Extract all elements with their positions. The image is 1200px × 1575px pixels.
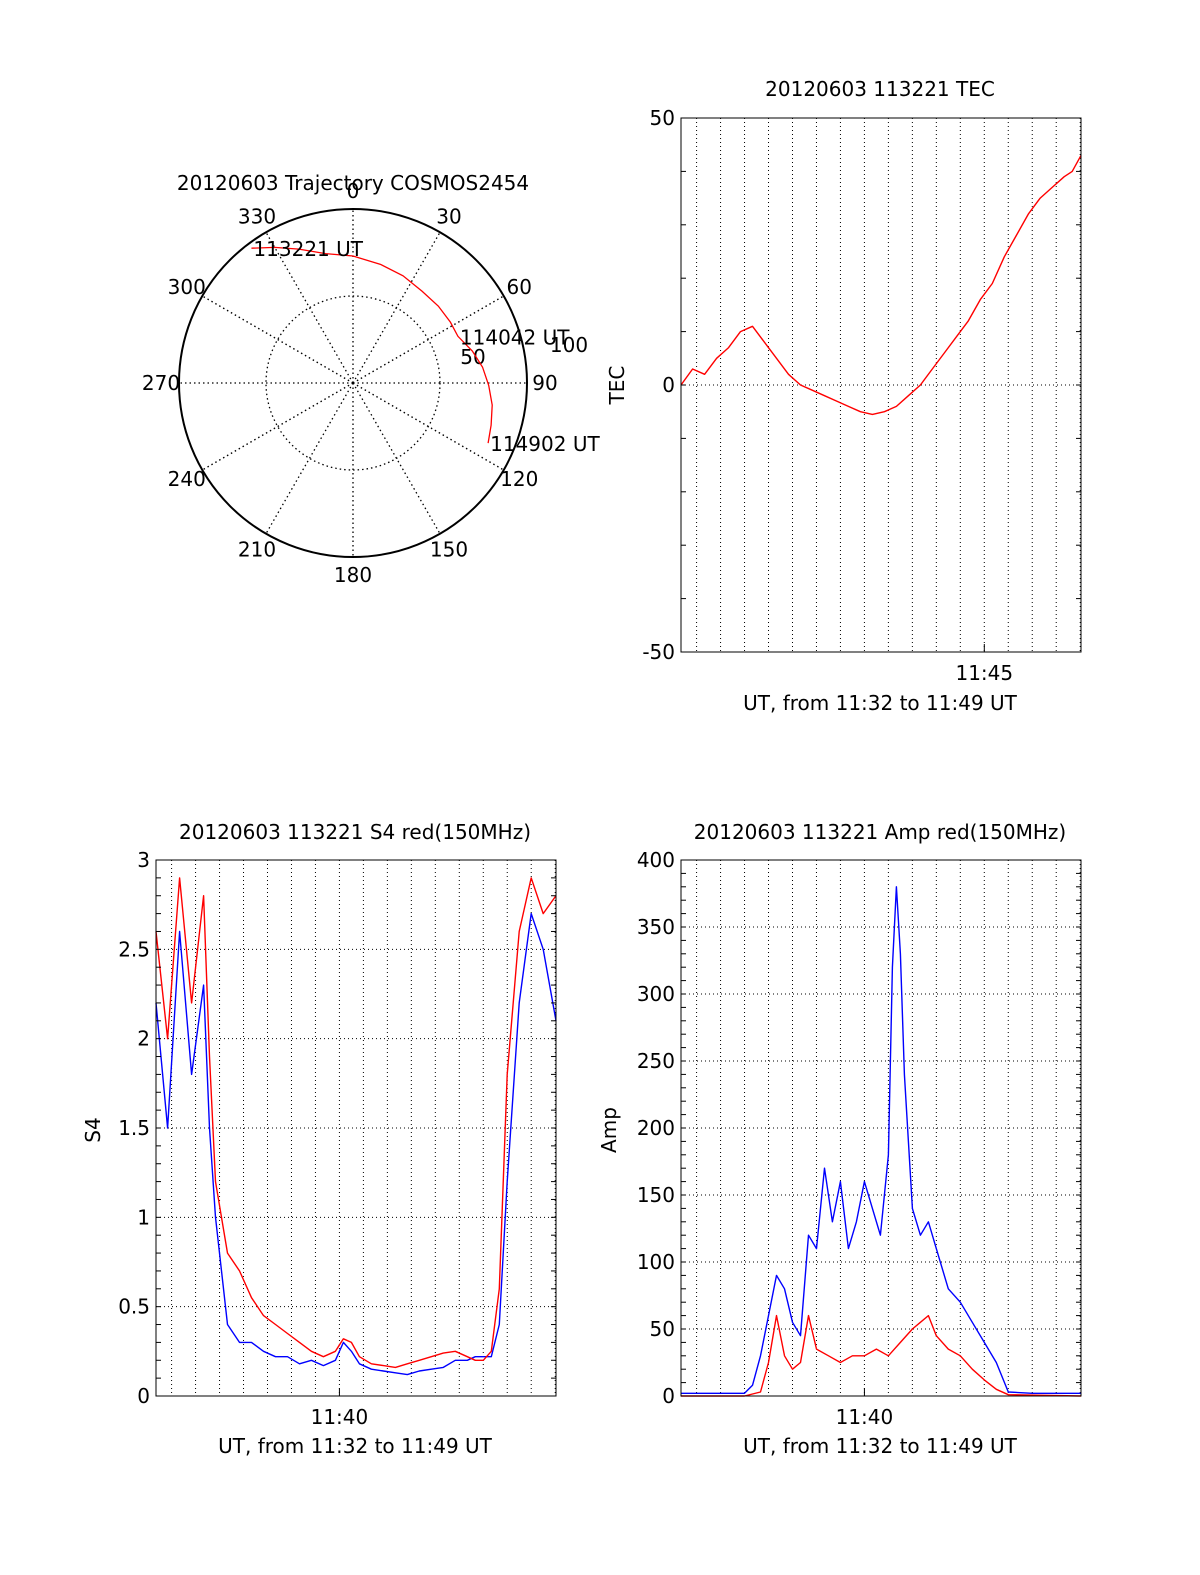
tec-plot: 20120603 113221 TEC UT, from 11:32 to 11…	[605, 77, 1082, 715]
x-tick-label: 11:40	[311, 1405, 369, 1429]
polar-angle-label: 0	[347, 179, 360, 203]
y-tick-label: 0	[662, 373, 675, 397]
s4-ylabel: S4	[81, 1117, 105, 1142]
y-tick-label: 50	[650, 106, 675, 130]
x-tick-label: 11:45	[955, 661, 1013, 685]
series-line-blue	[681, 886, 1081, 1395]
polar-angle-label: 150	[430, 537, 468, 561]
y-tick-label: 300	[637, 982, 675, 1006]
trajectory-track: 113221 UT 114042 UT 114902 UT	[251, 237, 600, 456]
series-line-red	[155, 877, 557, 1369]
y-tick-label: 200	[637, 1116, 675, 1140]
polar-angle-label: 60	[507, 275, 532, 299]
polar-grid	[178, 208, 528, 558]
polar-spoke	[201, 382, 354, 471]
trajectory-time-label: 114042 UT	[460, 325, 570, 349]
polar-angle-label: 210	[238, 537, 276, 561]
y-tick-label: 0	[137, 1384, 150, 1408]
amp-plot: 20120603 113221 Amp red(150MHz) UT, from…	[597, 820, 1082, 1458]
trajectory-polar-plot: 20120603 Trajectory COSMOS2454 0 30 60 90 12…	[142, 171, 601, 587]
y-tick-label: 150	[637, 1183, 675, 1207]
polar-outer-circle	[178, 208, 528, 558]
y-tick-label: 1	[137, 1205, 150, 1229]
polar-spoke	[265, 382, 354, 535]
y-tick-label: 3	[137, 848, 150, 872]
amp-ylabel: Amp	[597, 1107, 621, 1153]
y-tick-label: 50	[650, 1317, 675, 1341]
polar-spoke	[352, 382, 441, 535]
y-tick-label: 350	[637, 915, 675, 939]
polar-spoke	[265, 231, 354, 384]
series-line-red	[681, 1314, 1082, 1397]
y-tick-label: -50	[642, 640, 675, 664]
polar-angle-label: 180	[334, 563, 372, 587]
polar-radius-label: 100	[550, 333, 588, 357]
s4-xlabel: UT, from 11:32 to 11:49 UT	[218, 1434, 493, 1458]
y-tick-label: 1.5	[118, 1116, 150, 1140]
polar-angle-label: 240	[168, 467, 206, 491]
x-tick-label: 11:40	[836, 1405, 894, 1429]
trajectory-title: 20120603 Trajectory COSMOS2454	[177, 171, 529, 195]
series-line-red	[680, 155, 1082, 416]
tec-ylabel: TEC	[605, 366, 629, 406]
series-line-blue	[155, 912, 557, 1376]
amp-xlabel: UT, from 11:32 to 11:49 UT	[743, 1434, 1018, 1458]
polar-spoke	[352, 231, 441, 384]
y-tick-label: 250	[637, 1049, 675, 1073]
tec-xlabel: UT, from 11:32 to 11:49 UT	[743, 691, 1018, 715]
y-tick-label: 0.5	[118, 1295, 150, 1319]
polar-angle-label: 120	[500, 467, 538, 491]
polar-angle-label: 300	[168, 275, 206, 299]
s4-plot: 20120603 113221 S4 red(150MHz) UT, from …	[81, 820, 557, 1458]
y-tick-label: 400	[637, 848, 675, 872]
trajectory-line	[251, 246, 493, 444]
polar-angle-label: 90	[532, 371, 557, 395]
trajectory-time-label: 114902 UT	[490, 432, 600, 456]
tec-title: 20120603 113221 TEC	[765, 77, 995, 101]
y-tick-label: 2.5	[118, 937, 150, 961]
polar-angle-label: 30	[436, 205, 461, 229]
polar-angle-label: 270	[142, 371, 180, 395]
amp-title: 20120603 113221 Amp red(150MHz)	[694, 820, 1066, 844]
s4-title: 20120603 113221 S4 red(150MHz)	[179, 820, 531, 844]
y-tick-label: 2	[137, 1027, 150, 1051]
trajectory-time-label: 113221 UT	[253, 237, 363, 261]
polar-spoke	[201, 295, 354, 384]
polar-angle-label: 330	[238, 205, 276, 229]
polar-spoke	[352, 382, 505, 471]
polar-spoke	[352, 295, 505, 384]
y-tick-label: 100	[637, 1250, 675, 1274]
y-tick-label: 0	[662, 1384, 675, 1408]
